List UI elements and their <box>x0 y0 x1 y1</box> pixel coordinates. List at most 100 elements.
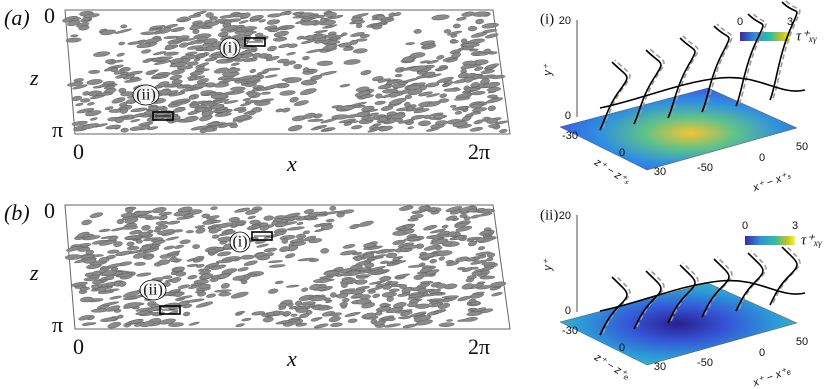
vortex-blob <box>280 320 289 324</box>
vortex-blob <box>323 270 340 276</box>
vortex-blob <box>171 79 183 85</box>
vortex-blob <box>330 322 343 327</box>
vortex-blob <box>230 62 240 66</box>
vortex-blob <box>324 211 340 215</box>
vortex-blob <box>130 107 148 113</box>
vortex-blob <box>375 250 384 254</box>
domain-box <box>64 204 511 330</box>
vortex-blob <box>249 219 261 225</box>
vortex-blob <box>195 227 206 234</box>
vortex-blob <box>91 284 99 290</box>
vortex-blob <box>159 254 172 259</box>
colorbar-tick: 3 <box>792 220 798 232</box>
vortex-blob <box>435 67 448 71</box>
vortex-blob <box>255 252 267 258</box>
vortex-blob <box>85 110 102 117</box>
vortex-blob <box>159 318 176 325</box>
vortex-blob <box>452 121 468 128</box>
vortex-blob <box>258 19 267 23</box>
vortex-blob <box>281 107 291 113</box>
vortex-blob <box>358 220 374 227</box>
vortex-blob <box>82 91 90 96</box>
vortex-blob <box>294 300 303 306</box>
vortex-blob <box>461 11 476 17</box>
vortex-blob <box>379 260 389 264</box>
vortex-blob <box>394 273 410 278</box>
profile-dashed <box>636 268 665 328</box>
vortex-blob <box>256 243 269 248</box>
vortex-blob <box>423 224 438 231</box>
vortex-blob <box>127 41 142 45</box>
vortex-blob <box>136 43 152 49</box>
profile-curve <box>735 13 764 107</box>
vortex-blob <box>206 293 217 298</box>
vortex-blob <box>80 98 91 103</box>
vortex-blob <box>267 13 282 18</box>
vortex-blob <box>192 82 208 88</box>
vortex-blob <box>157 81 170 87</box>
vortex-blob <box>470 301 481 306</box>
vortex-blob <box>113 69 125 75</box>
vortex-blob <box>199 128 208 134</box>
vortex-blob <box>128 319 144 324</box>
vortex-blob <box>302 56 310 61</box>
vortex-blob <box>287 125 303 132</box>
vortex-blob <box>308 238 323 244</box>
vortex-blob <box>313 323 329 329</box>
vortex-blob <box>221 268 238 274</box>
vortex-blob <box>230 86 246 91</box>
vortex-blob <box>102 81 116 85</box>
vortex-blob <box>369 280 386 285</box>
vortex-blob <box>406 302 419 308</box>
vortex-blob <box>103 85 116 90</box>
vortex-blob <box>240 12 251 19</box>
vortex-blob <box>442 240 453 246</box>
vortex-blob <box>243 31 253 36</box>
vortex-blob <box>166 90 179 95</box>
vortex-blob <box>392 239 406 245</box>
vortex-blob <box>446 261 460 267</box>
vortex-blob <box>222 78 234 83</box>
vortex-blob <box>481 261 496 266</box>
vortex-blob <box>387 317 396 322</box>
vortex-blob <box>274 280 284 285</box>
vortex-blob <box>169 62 188 68</box>
vortex-blob <box>410 65 427 72</box>
vortex-blob <box>198 283 211 289</box>
vortex-blob <box>306 48 324 54</box>
vortex-blob <box>186 61 199 66</box>
vortex-blob <box>116 52 125 57</box>
vortex-blob <box>486 87 502 92</box>
vortex-blob <box>419 60 431 64</box>
vortex-blob <box>81 219 92 226</box>
vortex-blob <box>86 79 103 85</box>
vortex-blob <box>263 247 278 253</box>
vortex-blob <box>436 76 454 83</box>
vortex-blob <box>374 100 386 105</box>
vortex-blob <box>313 224 322 228</box>
vortex-blob <box>401 244 419 249</box>
vortex-blob <box>339 250 357 256</box>
vortex-blob <box>107 321 122 329</box>
vortex-blob <box>78 289 88 294</box>
vortex-blob <box>148 106 158 111</box>
vortex-blob <box>120 24 128 29</box>
vortex-blob <box>223 19 232 25</box>
vortex-blob <box>177 206 193 213</box>
vortex-blob <box>123 302 141 309</box>
vortex-blob <box>100 283 108 288</box>
vortex-blob <box>77 247 91 252</box>
vortex-blob <box>338 118 357 124</box>
colorbar-tick: 0 <box>737 16 743 28</box>
vortex-blob <box>474 52 489 56</box>
vortex-blob <box>234 207 251 213</box>
colorbar <box>740 32 790 41</box>
profile-curve <box>599 61 628 131</box>
vortex-blob <box>209 16 218 21</box>
vortex-blob <box>441 295 459 299</box>
vortex-blob <box>355 86 370 92</box>
vortex-blob <box>467 240 478 247</box>
region-label: (ii) <box>136 87 156 104</box>
colorbar-tick: 3 <box>787 16 793 28</box>
vortex-blob <box>439 93 447 98</box>
